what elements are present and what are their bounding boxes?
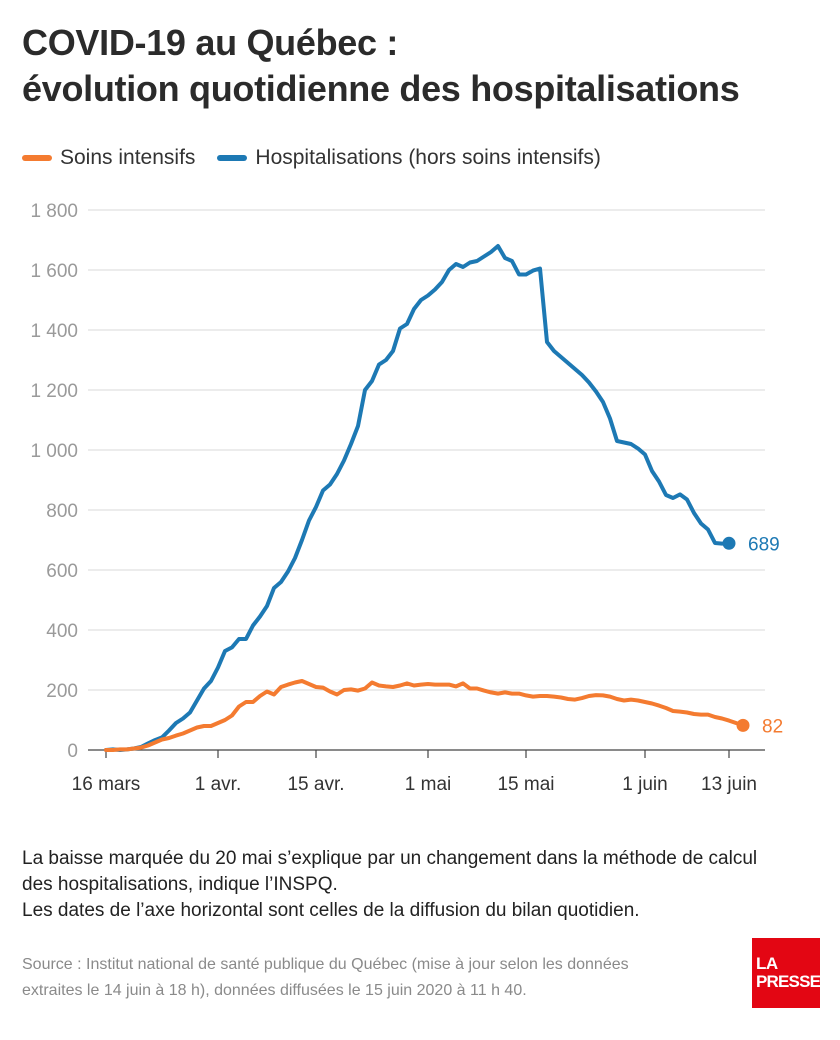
note-line-1: La baisse marquée du 20 mai s’explique p…: [22, 848, 758, 869]
legend-label-soins-intensifs: Soins intensifs: [60, 146, 196, 169]
chart-title: COVID-19 au Québec : évolution quotidien…: [22, 20, 740, 112]
chart-notes: La baisse marquée du 20 mai s’explique p…: [22, 846, 832, 924]
y-tick-label: 1 000: [30, 441, 78, 462]
x-tick-label: 1 mai: [405, 774, 451, 795]
end-point-soins-intensifs: [736, 718, 750, 732]
logo-line-2: PRESSE: [756, 972, 821, 991]
legend-swatch-hospitalisations: [217, 155, 248, 161]
note-line-2: des hospitalisations, indique l’INSPQ.: [22, 874, 338, 895]
la-presse-logo: LA PRESSE: [752, 938, 821, 1008]
line-chart: 0 200 400 600 800 1 000 1 200 1 400 1 600 1 800 16…: [30, 201, 783, 795]
note-line-3: Les dates de l’axe horizontal sont celle…: [22, 900, 640, 921]
x-tick-label: 16 mars: [72, 774, 141, 795]
source-note: Source : Institut national de santé publ…: [22, 952, 742, 1004]
y-tick-label: 1 800: [30, 201, 78, 222]
legend-swatch-soins-intensifs: [22, 155, 52, 161]
y-tick-label: 600: [46, 561, 78, 582]
legend-label-hospitalisations: Hospitalisations (hors soins intensifs): [255, 146, 601, 169]
y-tick-label: 1 400: [30, 321, 78, 342]
y-tick-label: 200: [46, 681, 78, 702]
x-tick-label: 1 juin: [622, 774, 667, 795]
x-tick-label: 1 avr.: [195, 774, 241, 795]
series-line-hospitalisations: [104, 244, 731, 752]
x-tick-label: 15 mai: [497, 774, 554, 795]
x-tick-label: 13 juin: [701, 774, 757, 795]
end-point-hospitalisations: [722, 536, 736, 550]
y-tick-label: 800: [46, 501, 78, 522]
x-tick-label: 15 avr.: [287, 774, 344, 795]
end-label-soins-intensifs: 82: [762, 716, 783, 737]
y-tick-label: 1 200: [30, 381, 78, 402]
chart-title-line-2: évolution quotidienne des hospitalisatio…: [22, 68, 740, 109]
logo-line-1: LA: [756, 954, 778, 973]
source-line-2: extraites le 14 juin à 18 h), données di…: [22, 982, 527, 999]
legend-item-soins-intensifs: Soins intensifs: [22, 146, 195, 170]
y-tick-label: 400: [46, 621, 78, 642]
y-tick-label: 1 600: [30, 261, 78, 282]
y-tick-label: 0: [67, 741, 78, 762]
end-label-hospitalisations: 689: [748, 534, 780, 555]
chart-title-line-1: COVID-19 au Québec :: [22, 22, 399, 63]
series-line-soins-intensifs: [104, 679, 745, 752]
legend-item-hospitalisations: Hospitalisations (hors soins intensifs): [217, 146, 601, 170]
legend: Soins intensifs Hospitalisations (hors s…: [22, 146, 623, 170]
source-line-1: Source : Institut national de santé publ…: [22, 956, 629, 973]
